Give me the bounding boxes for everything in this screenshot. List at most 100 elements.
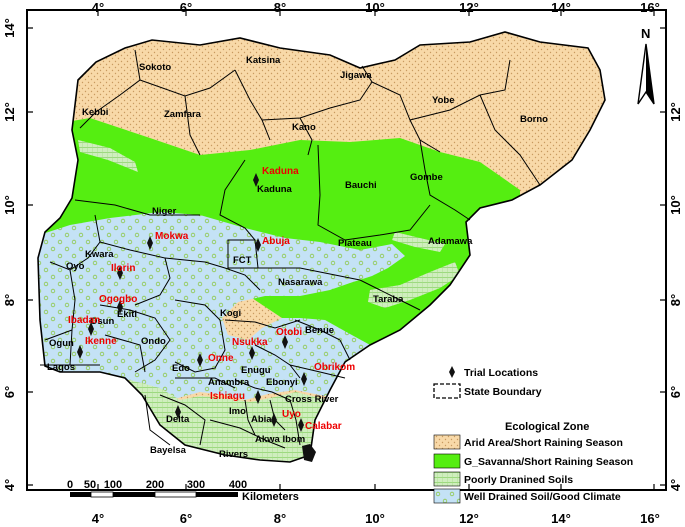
tick-x-10-bottom: 10° (365, 511, 385, 526)
scale-bar: 0 50 100 200 300 400 Kilometers (67, 479, 299, 503)
trial-location-markers (77, 173, 307, 432)
state-label-yobe: Yobe (432, 95, 455, 106)
legend-zone-title: Ecological Zone (505, 421, 589, 433)
tick-y-6-right: 6° (668, 386, 683, 398)
legend-trial-locations: Trial Locations (464, 367, 538, 379)
trial-location-labels: Kaduna Mokwa Abuja Ilorin Ogogbo Ibadan … (68, 166, 355, 432)
tick-x-14-bottom: 14° (551, 511, 571, 526)
trial-marker (88, 322, 94, 336)
state-label-edo: Edo (172, 363, 190, 374)
scale-tick-300: 300 (187, 479, 205, 491)
site-label-onne: Onne (208, 353, 234, 364)
site-label-obrikom: Obrikom (314, 362, 355, 373)
trial-marker (175, 405, 181, 419)
north-arrow-label: N (641, 26, 650, 41)
trial-marker (197, 353, 203, 367)
tick-x-8-top: 8° (274, 0, 286, 15)
trial-marker (117, 300, 123, 314)
state-label-anambra: Anambra (208, 377, 250, 388)
state-label-borno: Borno (520, 114, 548, 125)
legend-swatch-poorly-drained (433, 471, 461, 487)
tick-x-12-top: 12° (459, 0, 479, 15)
x-axis-labels-top: 4° 6° 8° 10° 12° 14° 16° (92, 0, 660, 15)
tick-y-10-right: 10° (668, 195, 683, 215)
site-label-ibadan: Ibadan (68, 315, 100, 326)
scale-tick-50: 50 (84, 479, 96, 491)
scale-tick-0: 0 (67, 479, 73, 491)
scale-unit: Kilometers (242, 491, 299, 503)
trial-marker (282, 335, 288, 349)
state-label-adamawa: Adamawa (428, 236, 473, 247)
state-label-rivers: Rivers (219, 449, 248, 460)
state-label-ogun: Ogun (49, 338, 74, 349)
state-label-zamfara: Zamfara (164, 109, 202, 120)
state-label-sokoto: Sokoto (139, 62, 171, 73)
x-axis-labels-bottom: 4° 6° 8° 10° 12° 14° 16° (92, 511, 660, 526)
site-label-uyo: Uyo (282, 409, 301, 420)
scale-tick-100: 100 (104, 479, 122, 491)
site-label-mokwa: Mokwa (155, 231, 189, 242)
legend-zone-savanna: G_Savanna/Short Raining Season (464, 456, 633, 468)
state-label-jigawa: Jigawa (340, 70, 372, 81)
site-label-ogogbo: Ogogbo (99, 294, 137, 305)
state-label-benue: Benue (305, 325, 334, 336)
y-axis-labels-right: 12° 10° 8° 6° 4° (668, 102, 683, 491)
legend-zone-poorly-drained: Poorly Dranined Soils (464, 474, 573, 486)
state-label-enugu: Enugu (241, 365, 271, 376)
trial-marker (253, 173, 259, 187)
zone-poorly-drained-bands (78, 140, 460, 308)
trial-marker (249, 346, 255, 360)
state-label-osun: Osun (90, 316, 114, 327)
trial-marker (255, 238, 261, 252)
state-label-taraba: Taraba (373, 294, 404, 305)
tick-x-14-top: 14° (551, 0, 571, 15)
tick-y-8-left: 8° (2, 294, 17, 306)
tick-y-4-right: 4° (668, 479, 683, 491)
legend-swatch-savanna (433, 453, 461, 469)
site-label-otobi: Otobi (276, 327, 302, 338)
tick-x-16-top: 16° (640, 0, 660, 15)
state-label-ebonyi: Ebonyi (266, 377, 298, 388)
site-label-ilorin: Ilorin (111, 263, 135, 274)
tick-x-12-bottom: 12° (459, 511, 479, 526)
site-label-abuja: Abuja (262, 236, 290, 247)
zone-poorly-drained (100, 380, 380, 462)
state-label-ekiti: Ekiti (117, 309, 137, 320)
site-label-nsukka: Nsukka (232, 337, 268, 348)
legend-zone-well-drained: Well Drained Soil/Good Climate (464, 491, 621, 503)
state-label-abia: Abia (251, 414, 272, 425)
state-boundaries (40, 49, 541, 449)
state-label-bayelsa: Bayelsa (150, 445, 187, 456)
site-label-ishiagu: Ishiagu (210, 391, 245, 402)
north-arrow: N (637, 26, 655, 105)
tick-y-8-right: 8° (668, 294, 683, 306)
state-label-ondo: Ondo (141, 336, 166, 347)
state-label-kaduna: Kaduna (257, 184, 293, 195)
site-label-calabar: Calabar (305, 421, 342, 432)
y-axis-labels-left: 14° 12° 10° 8° 6° 4° (2, 18, 17, 491)
tick-x-4-bottom: 4° (92, 511, 104, 526)
tick-y-6-left: 6° (2, 386, 17, 398)
tick-y-14-left: 14° (2, 18, 17, 38)
trial-marker (77, 345, 83, 359)
coastal-creek (302, 444, 316, 462)
trial-marker (301, 372, 307, 386)
trial-locations-legend-icon (449, 366, 455, 378)
state-label-akwa-ibom: Akwa Ibom (255, 434, 305, 445)
tick-x-16-bottom: 16° (640, 511, 660, 526)
tick-y-12-left: 12° (2, 102, 17, 122)
trial-marker (147, 236, 153, 250)
state-label-lagos: Lagos (47, 362, 75, 373)
trial-marker (271, 413, 277, 427)
tick-y-4-left: 4° (2, 479, 17, 491)
zone-well-drained (38, 212, 405, 400)
state-label-plateau: Plateau (338, 238, 372, 249)
tick-x-8-bottom: 8° (274, 511, 286, 526)
state-label-niger: Niger (152, 206, 177, 217)
scale-tick-400: 400 (229, 479, 247, 491)
legend-swatch-arid (433, 434, 461, 450)
tick-y-12-right: 12° (668, 102, 683, 122)
axis-ticks (27, 10, 666, 490)
legend-zone-arid: Arid Area/Short Raining Season (464, 437, 623, 449)
state-boundary-legend-icon (433, 383, 461, 399)
